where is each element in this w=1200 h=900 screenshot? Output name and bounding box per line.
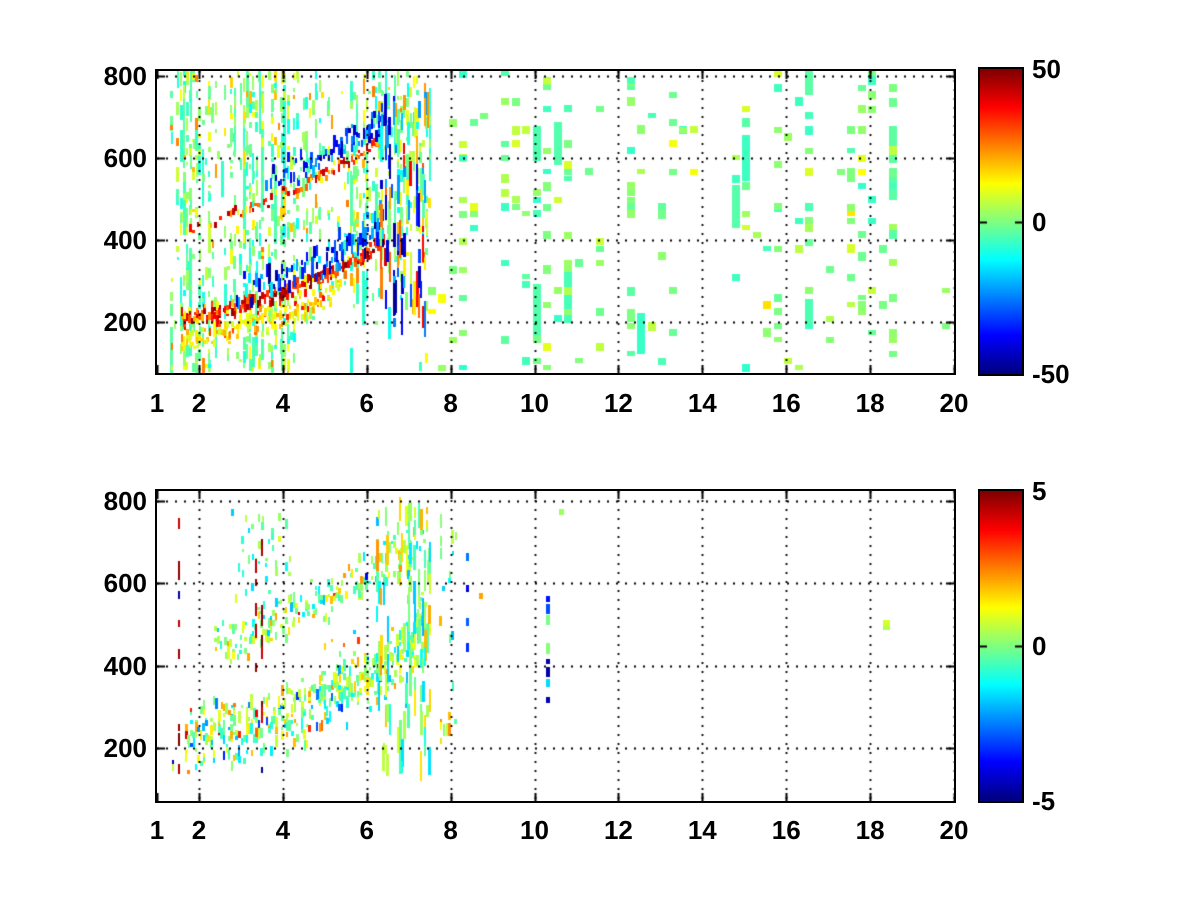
x-tick-label: 6 — [359, 388, 374, 418]
top-plot-area — [155, 69, 956, 375]
colorbar-tick-label: 5 — [1032, 476, 1047, 506]
bottom-colorbar — [978, 489, 1024, 803]
bottom-colorbar-canvas — [980, 491, 1022, 801]
bottom-plot-area — [155, 489, 956, 803]
x-tick-label: 6 — [359, 815, 374, 845]
x-tick-label: 10 — [520, 815, 549, 845]
colorbar-tick-label: 0 — [1032, 631, 1047, 661]
x-tick-label: 8 — [443, 388, 458, 418]
colorbar-tick-label: -5 — [1032, 786, 1056, 816]
x-tick-label: 18 — [855, 815, 885, 845]
y-tick-label: 800 — [103, 485, 147, 516]
colorbar-tick-label: 50 — [1032, 54, 1061, 84]
x-tick-label: 1 — [149, 815, 165, 845]
x-tick-label: 14 — [687, 815, 717, 845]
x-tick-label: 18 — [855, 388, 885, 418]
x-tick-label: 2 — [191, 388, 207, 418]
x-tick-label: 8 — [443, 815, 458, 845]
x-tick-label: 16 — [771, 815, 801, 845]
x-tick-label: 1 — [149, 388, 165, 418]
x-tick-label: 4 — [275, 815, 291, 845]
top-heatmap-canvas — [157, 71, 954, 373]
y-tick-label: 600 — [103, 142, 147, 173]
y-tick-label: 400 — [103, 224, 147, 255]
x-tick-label: 2 — [191, 815, 207, 845]
x-tick-label: 16 — [771, 388, 801, 418]
top-colorbar-canvas — [980, 69, 1022, 374]
x-tick-label: 14 — [687, 388, 717, 418]
colorbar-tick-label: 0 — [1032, 206, 1047, 237]
y-tick-label: 400 — [103, 650, 147, 681]
x-tick-label: 4 — [275, 388, 291, 418]
bottom-heatmap-canvas — [157, 491, 954, 801]
x-tick-label: 20 — [939, 815, 969, 845]
x-tick-label: 12 — [603, 815, 633, 845]
y-tick-label: 200 — [103, 733, 147, 764]
x-tick-label: 20 — [939, 388, 969, 418]
y-tick-label: 600 — [103, 568, 147, 599]
y-tick-label: 200 — [103, 306, 147, 337]
top-colorbar — [978, 67, 1024, 376]
x-tick-label: 10 — [520, 388, 549, 418]
y-tick-label: 800 — [103, 60, 147, 91]
colorbar-tick-label: -50 — [1032, 359, 1070, 389]
x-tick-label: 12 — [603, 388, 633, 418]
